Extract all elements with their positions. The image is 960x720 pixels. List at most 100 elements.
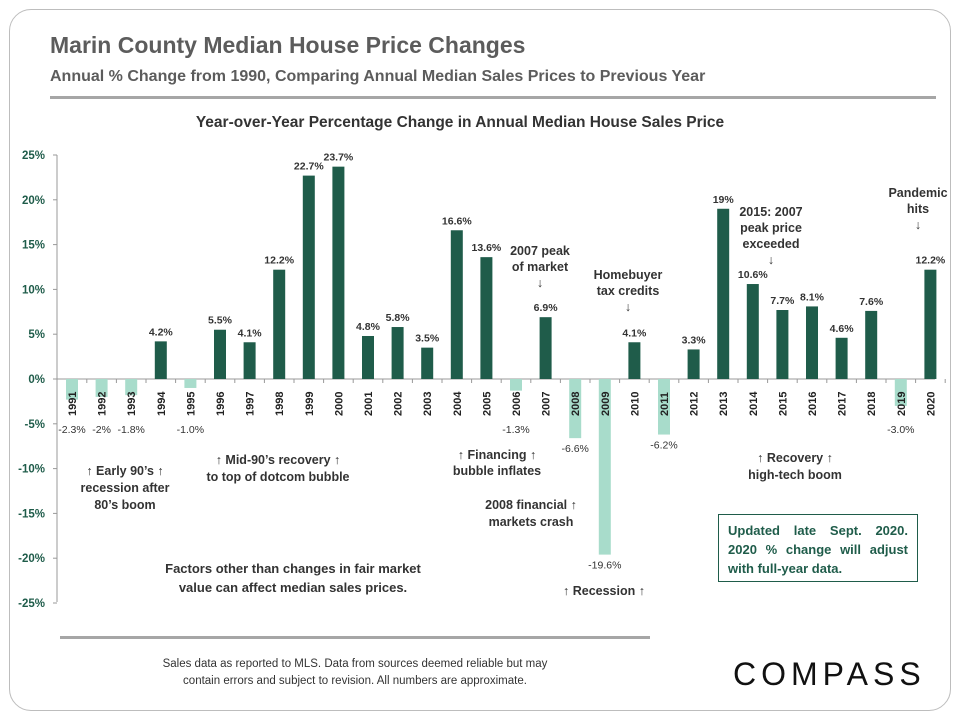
data-label-2010: 4.1% <box>622 327 647 339</box>
data-label-2014: 10.6% <box>738 269 768 281</box>
bar-2012 <box>687 349 700 379</box>
annotation-line: 2008 financial ↑ <box>485 498 577 512</box>
x-tick-label-2019: 2019 <box>896 392 908 416</box>
y-tick-label: 10% <box>22 284 45 296</box>
annotation-line: exceeded <box>743 237 800 251</box>
data-label-2006: -1.3% <box>502 424 529 436</box>
x-tick-label-1997: 1997 <box>245 392 257 416</box>
y-tick-label: -25% <box>18 598 45 610</box>
annotation-pandemic: Pandemic hits ↓ <box>888 186 947 232</box>
annotation-crash2008: 2008 financial ↑ markets crash <box>485 498 577 529</box>
x-tick-label-2016: 2016 <box>807 392 819 416</box>
data-label-2012: 3.3% <box>682 334 707 346</box>
data-label-2004: 16.6% <box>442 215 472 227</box>
y-tick-label: 5% <box>28 329 45 341</box>
chart-axes: 25% 20% 15% 10% 5% 0% -5% -10% -15% -20% -25% <box>18 150 946 610</box>
annotation-recovery: ↑ Recovery ↑ high-tech boom <box>748 451 842 482</box>
bar-1994 <box>154 341 167 379</box>
x-tick-label-1996: 1996 <box>215 392 227 416</box>
annotation-peak2015: 2015: 2007 peak price exceeded ↓ <box>739 205 802 267</box>
bar-2002 <box>391 327 404 379</box>
data-label-2020: 12.2% <box>916 255 946 267</box>
chart-title: Year-over-Year Percentage Change in Annu… <box>196 114 725 131</box>
annotation-line: 2007 peak <box>510 244 570 258</box>
annotation-line: 80’s boom <box>94 498 155 512</box>
data-label-1997: 4.1% <box>238 327 263 339</box>
compass-logo: COMPASS <box>733 656 926 692</box>
bar-1999 <box>302 175 315 379</box>
bar-1998 <box>273 269 286 379</box>
data-label-2016: 8.1% <box>800 291 825 303</box>
annotation-line: Homebuyer <box>594 268 663 282</box>
bar-2008 <box>569 379 582 439</box>
x-tick-label-1998: 1998 <box>274 392 286 416</box>
x-tick-label-2010: 2010 <box>629 392 641 416</box>
annotation-line: ↓ <box>768 253 774 267</box>
bar-2017 <box>835 337 848 379</box>
data-label-1994: 4.2% <box>149 326 174 338</box>
x-tick-label-1994: 1994 <box>156 391 168 416</box>
x-tick-label-2005: 2005 <box>481 392 493 416</box>
data-label-2001: 4.8% <box>356 321 381 333</box>
bar-2014 <box>746 284 759 379</box>
data-label-1996: 5.5% <box>208 315 233 327</box>
y-tick-label: -20% <box>18 553 45 565</box>
x-tick-label-2017: 2017 <box>837 392 849 416</box>
bar-2004 <box>450 230 463 379</box>
data-label-2019: -3.0% <box>887 424 914 436</box>
data-label-2018: 7.6% <box>859 296 884 308</box>
annotation-line: bubble inflates <box>453 464 541 478</box>
data-label-2002: 5.8% <box>386 312 411 324</box>
annotation-line: ↑ Mid-90’s recovery ↑ <box>216 453 341 467</box>
chart-data-labels: -2.3% -2% -1.8% 4.2% -1.0% 5.5% 4.1% 12.2% 22.7%… <box>58 152 946 572</box>
x-tick-label-2002: 2002 <box>393 392 405 416</box>
annotation-line: of market <box>512 260 569 274</box>
x-tick-label-1991: 1991 <box>67 392 79 416</box>
annotation-mid90s: ↑ Mid-90’s recovery ↑ to top of dotcom bu… <box>206 453 349 484</box>
data-label-1999: 22.7% <box>294 161 324 173</box>
annotation-line: recession after <box>81 481 170 495</box>
data-label-2008: -6.6% <box>561 443 588 455</box>
y-tick-label: 15% <box>22 240 45 252</box>
bar-2000 <box>332 166 345 379</box>
data-label-1992: -2% <box>92 424 111 436</box>
x-tick-label-2003: 2003 <box>422 392 434 416</box>
x-tick-label-2006: 2006 <box>511 392 523 416</box>
annotation-line: ↓ <box>625 300 631 314</box>
page-title: Marin County Median House Price Changes <box>50 32 526 58</box>
data-label-2011: -6.2% <box>650 440 677 452</box>
x-tick-label-2018: 2018 <box>866 392 878 416</box>
annotation-peak2007: 2007 peak of market ↓ <box>510 244 570 290</box>
annotation-early90s: ↑ Early 90’s ↑ recession after 80’s boom <box>81 464 170 512</box>
data-label-2005: 13.6% <box>472 242 502 254</box>
bar-1997 <box>243 342 256 379</box>
y-tick-label: 0% <box>28 374 45 386</box>
bar-2003 <box>421 347 434 379</box>
annotation-line: Pandemic <box>888 186 947 200</box>
footnote: Sales data as reported to MLS. Data from… <box>162 658 548 687</box>
y-tick-label: 25% <box>22 150 45 162</box>
data-label-1993: -1.8% <box>117 424 144 436</box>
bar-2005 <box>480 257 493 379</box>
data-label-2009: -19.6% <box>588 560 621 572</box>
x-tick-label-2008: 2008 <box>570 392 582 416</box>
annotation-line: ↓ <box>537 276 543 290</box>
annotation-line: markets crash <box>489 515 574 529</box>
x-tick-label-2004: 2004 <box>452 391 464 416</box>
page-subtitle: Annual % Change from 1990, Comparing Ann… <box>50 68 706 85</box>
footer-divider <box>60 636 650 639</box>
annotation-line: value can affect median sales prices. <box>179 580 407 595</box>
annotation-line: ↓ <box>915 218 921 232</box>
bar-2006 <box>510 379 522 391</box>
annotation-recession: ↑ Recession ↑ <box>563 584 645 598</box>
bar-2015 <box>776 310 789 379</box>
data-label-2000: 23.7% <box>324 152 354 164</box>
bar-2001 <box>362 335 374 379</box>
x-tick-label-2011: 2011 <box>659 392 671 416</box>
annotation-line: tax credits <box>597 284 660 298</box>
y-tick-label: -15% <box>18 508 45 520</box>
x-tick-label-2007: 2007 <box>541 392 553 416</box>
data-label-1998: 12.2% <box>264 255 294 267</box>
annotation-line: ↑ Financing ↑ <box>458 448 536 462</box>
x-tick-label-1993: 1993 <box>126 392 138 416</box>
